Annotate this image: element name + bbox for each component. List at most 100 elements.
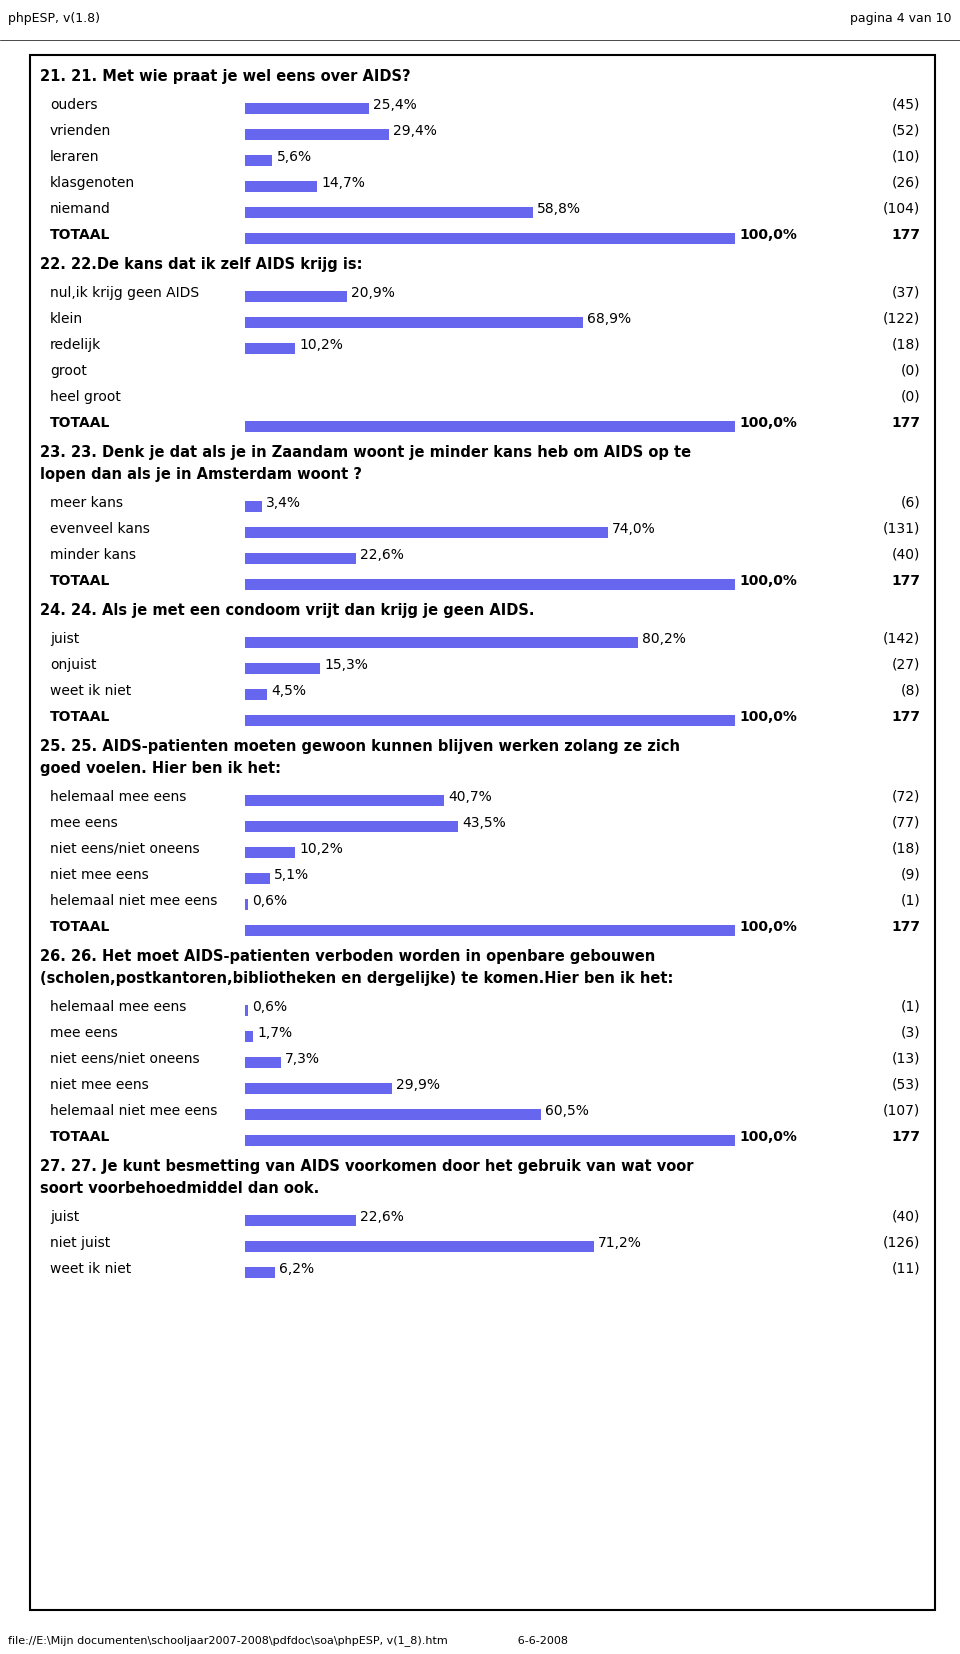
Text: (107): (107): [883, 1103, 920, 1118]
Bar: [245, 847, 295, 857]
Text: 43,5%: 43,5%: [462, 815, 506, 830]
Text: 10,2%: 10,2%: [299, 842, 343, 857]
Text: 22,6%: 22,6%: [360, 547, 403, 562]
Text: juist: juist: [50, 1211, 80, 1224]
Bar: [245, 898, 248, 910]
Text: helemaal mee eens: helemaal mee eens: [50, 1001, 186, 1014]
Text: (1): (1): [900, 1001, 920, 1014]
Text: (52): (52): [892, 124, 920, 137]
Text: 0,6%: 0,6%: [252, 895, 287, 908]
Text: 6,2%: 6,2%: [279, 1262, 315, 1275]
Text: soort voorbehoedmiddel dan ook.: soort voorbehoedmiddel dan ook.: [40, 1181, 320, 1196]
Text: niet mee eens: niet mee eens: [50, 1078, 149, 1092]
Text: (27): (27): [892, 658, 920, 672]
Bar: [245, 180, 317, 192]
Text: (72): (72): [892, 791, 920, 804]
Text: (37): (37): [892, 286, 920, 299]
Bar: [245, 663, 320, 673]
Text: nul,ik krijg geen AIDS: nul,ik krijg geen AIDS: [50, 286, 199, 299]
Text: 22,6%: 22,6%: [360, 1211, 403, 1224]
Text: (13): (13): [892, 1052, 920, 1065]
Text: 7,3%: 7,3%: [285, 1052, 320, 1065]
Text: 25. 25. AIDS-patienten moeten gewoon kunnen blijven werken zolang ze zich: 25. 25. AIDS-patienten moeten gewoon kun…: [40, 739, 680, 754]
Bar: [245, 501, 262, 511]
Text: (104): (104): [883, 202, 920, 217]
Text: file://E:\Mijn documenten\schooljaar2007-2008\pdfdoc\soa\phpESP, v(1_8).htm     : file://E:\Mijn documenten\schooljaar2007…: [8, 1636, 568, 1646]
Bar: [245, 1030, 253, 1042]
Text: (18): (18): [892, 842, 920, 857]
Text: goed voelen. Hier ben ik het:: goed voelen. Hier ben ik het:: [40, 761, 281, 776]
Text: mee eens: mee eens: [50, 1025, 118, 1040]
Text: (3): (3): [900, 1025, 920, 1040]
Text: groot: groot: [50, 364, 86, 379]
Text: 20,9%: 20,9%: [351, 286, 396, 299]
Bar: [245, 1057, 280, 1067]
Text: weet ik niet: weet ik niet: [50, 1262, 132, 1275]
Text: 22. 22.De kans dat ik zelf AIDS krijg is:: 22. 22.De kans dat ik zelf AIDS krijg is…: [40, 256, 363, 271]
Text: 5,1%: 5,1%: [274, 868, 309, 882]
Text: 15,3%: 15,3%: [324, 658, 368, 672]
Text: klasgenoten: klasgenoten: [50, 175, 135, 190]
Bar: [245, 1267, 276, 1277]
Text: TOTAAL: TOTAAL: [50, 710, 110, 724]
Text: 100,0%: 100,0%: [739, 228, 797, 241]
Bar: [245, 820, 458, 832]
Text: 23. 23. Denk je dat als je in Zaandam woont je minder kans heb om AIDS op te: 23. 23. Denk je dat als je in Zaandam wo…: [40, 445, 691, 460]
Text: TOTAAL: TOTAAL: [50, 574, 110, 589]
Bar: [245, 1082, 392, 1093]
Bar: [245, 129, 389, 139]
Text: (10): (10): [892, 151, 920, 164]
Text: onjuist: onjuist: [50, 658, 97, 672]
Text: 71,2%: 71,2%: [598, 1236, 641, 1250]
Text: helemaal niet mee eens: helemaal niet mee eens: [50, 895, 217, 908]
Text: (8): (8): [900, 685, 920, 698]
Text: 177: 177: [891, 228, 920, 241]
Text: 0,6%: 0,6%: [252, 1001, 287, 1014]
Text: 177: 177: [891, 574, 920, 589]
Text: 177: 177: [891, 417, 920, 430]
Bar: [245, 579, 735, 589]
Text: 68,9%: 68,9%: [587, 313, 631, 326]
Bar: [245, 552, 356, 564]
Text: evenveel kans: evenveel kans: [50, 523, 150, 536]
Text: 5,6%: 5,6%: [276, 151, 312, 164]
Text: phpESP, v(1.8): phpESP, v(1.8): [8, 12, 100, 25]
Text: 74,0%: 74,0%: [612, 523, 656, 536]
Text: niet mee eens: niet mee eens: [50, 868, 149, 882]
Text: (0): (0): [900, 390, 920, 404]
Bar: [245, 1108, 541, 1120]
Text: 40,7%: 40,7%: [448, 791, 492, 804]
Text: 27. 27. Je kunt besmetting van AIDS voorkomen door het gebruik van wat voor: 27. 27. Je kunt besmetting van AIDS voor…: [40, 1159, 693, 1174]
Bar: [245, 103, 370, 114]
Text: 100,0%: 100,0%: [739, 920, 797, 935]
Bar: [245, 154, 273, 165]
Text: (scholen,postkantoren,bibliotheken en dergelijke) te komen.Hier ben ik het:: (scholen,postkantoren,bibliotheken en de…: [40, 971, 673, 986]
Text: TOTAAL: TOTAAL: [50, 417, 110, 430]
Text: (11): (11): [892, 1262, 920, 1275]
Bar: [245, 1240, 594, 1252]
Text: (131): (131): [882, 523, 920, 536]
Text: heel groot: heel groot: [50, 390, 121, 404]
Text: 21. 21. Met wie praat je wel eens over AIDS?: 21. 21. Met wie praat je wel eens over A…: [40, 69, 411, 84]
Text: (126): (126): [882, 1236, 920, 1250]
Text: weet ik niet: weet ik niet: [50, 685, 132, 698]
Bar: [245, 342, 295, 354]
Text: redelijk: redelijk: [50, 337, 101, 352]
Text: (26): (26): [892, 175, 920, 190]
Text: niet juist: niet juist: [50, 1236, 110, 1250]
Text: 14,7%: 14,7%: [321, 175, 365, 190]
Text: (1): (1): [900, 895, 920, 908]
Text: TOTAAL: TOTAAL: [50, 1130, 110, 1145]
Text: niet eens/niet oneens: niet eens/niet oneens: [50, 1052, 200, 1065]
Text: (6): (6): [900, 496, 920, 509]
Text: 25,4%: 25,4%: [373, 98, 418, 112]
Bar: [245, 688, 267, 700]
Text: juist: juist: [50, 632, 80, 647]
Bar: [245, 233, 735, 243]
Text: niet eens/niet oneens: niet eens/niet oneens: [50, 842, 200, 857]
Text: (9): (9): [900, 868, 920, 882]
Text: leraren: leraren: [50, 151, 100, 164]
Text: TOTAAL: TOTAAL: [50, 920, 110, 935]
Text: 177: 177: [891, 920, 920, 935]
Text: vrienden: vrienden: [50, 124, 111, 137]
